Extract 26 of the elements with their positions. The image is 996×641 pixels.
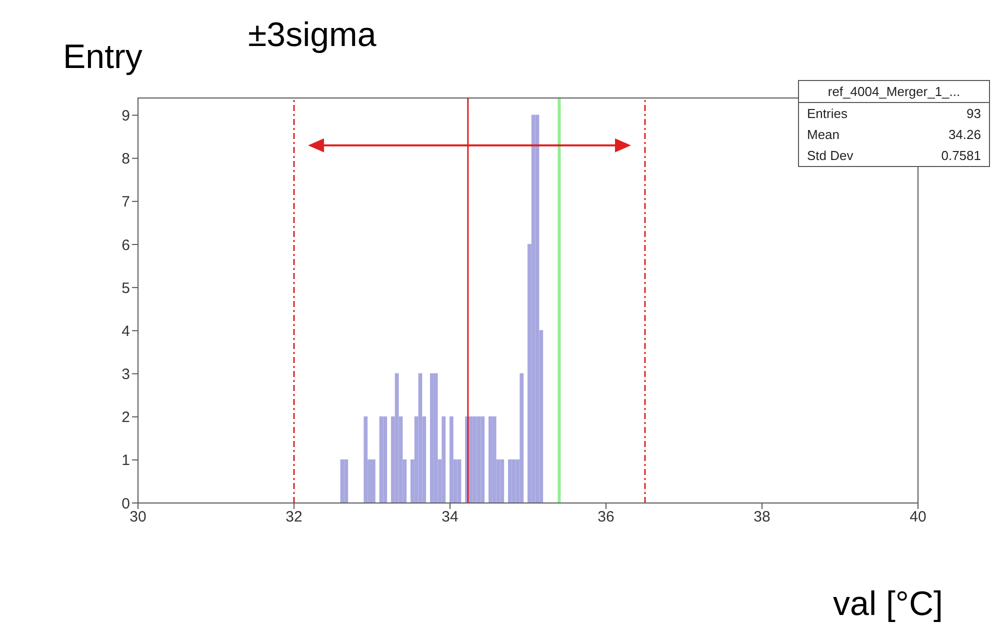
y-tick-label: 7 bbox=[122, 194, 130, 211]
text: 0.7581 bbox=[941, 148, 981, 163]
y-tick-label: 3 bbox=[122, 366, 130, 384]
chart-title: ±3sigma bbox=[248, 16, 376, 55]
annotation: Entries bbox=[807, 106, 848, 121]
x-tick-label: 36 bbox=[598, 508, 614, 526]
annotation: Std Dev bbox=[807, 148, 854, 163]
y-tick-label: 5 bbox=[122, 280, 130, 297]
x-axis-title: val [°C] bbox=[833, 585, 943, 624]
x-tick-label: 30 bbox=[130, 508, 146, 526]
y-tick-label: 6 bbox=[122, 236, 130, 254]
annotation: ref_4004_Merger_1_... bbox=[799, 81, 989, 103]
text: 34.26 bbox=[948, 127, 981, 142]
text: 93 bbox=[966, 106, 981, 121]
annotation: Mean bbox=[807, 127, 840, 142]
y-axis-title: Entry bbox=[63, 38, 142, 77]
y-tick-label: 2 bbox=[122, 409, 130, 426]
y-tick-label: 4 bbox=[122, 322, 130, 340]
x-tick-label: 32 bbox=[286, 508, 302, 526]
x-tick-label: 40 bbox=[910, 508, 926, 526]
x-tick-label: 34 bbox=[442, 508, 458, 526]
x-tick-label: 38 bbox=[754, 508, 770, 526]
y-tick-label: 8 bbox=[122, 150, 130, 168]
y-tick-label: 9 bbox=[122, 108, 130, 125]
y-tick-label: 0 bbox=[122, 495, 130, 512]
y-tick-label: 1 bbox=[122, 452, 130, 470]
